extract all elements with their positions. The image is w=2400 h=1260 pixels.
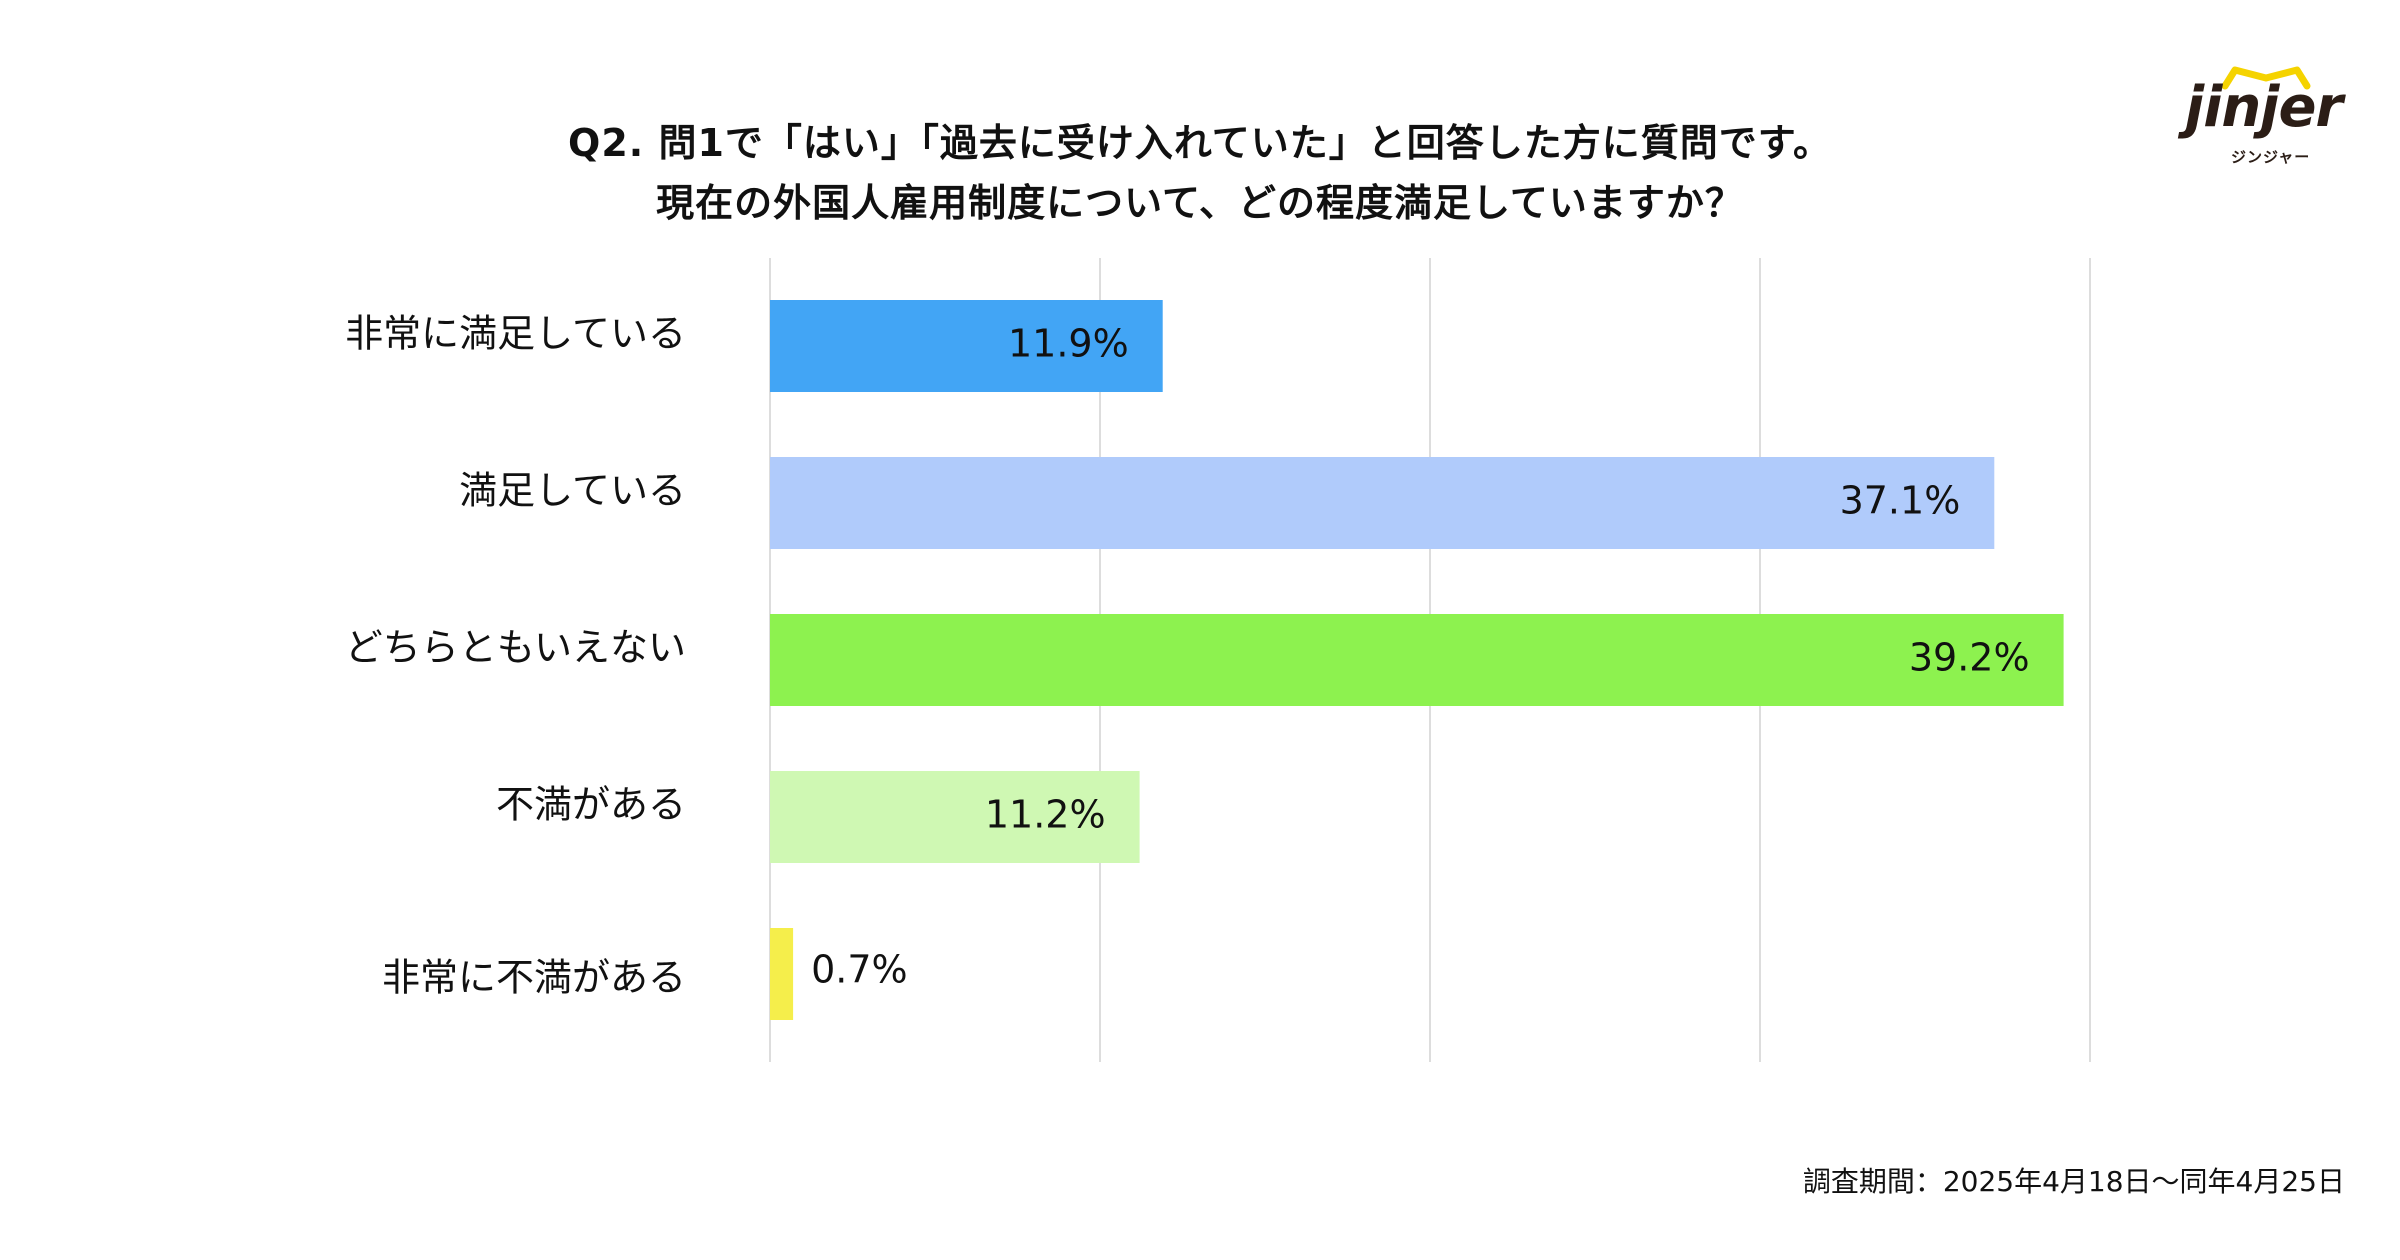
bar-1 <box>770 457 1995 549</box>
chart-title-line-2: 現在の外国人雇用制度について、どの程度満足していますか？ <box>656 181 1744 225</box>
value-label-2: 39.2% <box>1909 636 2030 680</box>
bar-3 <box>770 771 1140 863</box>
value-label-4: 0.7% <box>811 948 908 992</box>
bar-0 <box>770 300 1163 392</box>
category-label-2: どちらともいえない <box>345 626 686 670</box>
category-label-4: 非常に不満がある <box>382 956 686 1000</box>
value-labels: 11.9% 37.1% 39.2% 11.2% 0.7% <box>811 322 2029 992</box>
value-label-3: 11.2% <box>985 793 1106 837</box>
category-label-3: 不満がある <box>496 783 686 827</box>
survey-period-note: 調査期間：2025年4月18日〜同年4月25日 <box>1802 1165 2345 1198</box>
bar-4 <box>770 928 794 1020</box>
category-label-0: 非常に満足している <box>345 312 686 356</box>
value-label-0: 11.9% <box>1008 322 1129 366</box>
logo-subtext: ジンジャー <box>2231 148 2311 166</box>
jinjer-logo: jinjer ジンジャー <box>2185 62 2350 172</box>
bars <box>770 300 2064 1020</box>
logo-crown-icon <box>2221 66 2311 90</box>
bar-2 <box>770 614 2064 706</box>
category-label-1: 満足している <box>459 469 686 513</box>
logo-wordmark: jinjer <box>2185 75 2343 140</box>
chart-title-line-1: Q2. 問1で「はい」「過去に受け入れていた」と回答した方に質問です。 <box>568 121 1832 165</box>
value-label-1: 37.1% <box>1840 479 1961 523</box>
